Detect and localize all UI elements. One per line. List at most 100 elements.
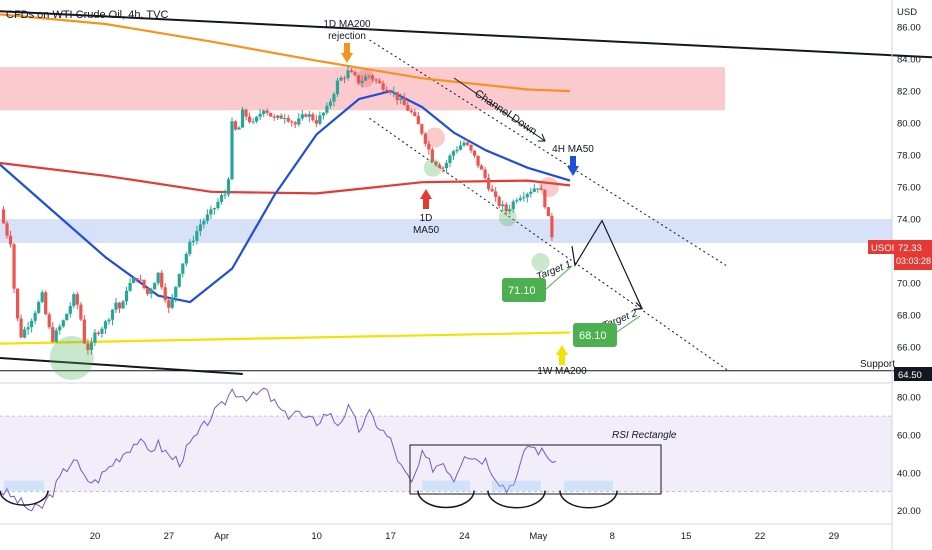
high-circle-3 bbox=[538, 177, 559, 198]
candle-body bbox=[181, 263, 185, 274]
candle-body bbox=[487, 178, 491, 189]
candle-body bbox=[233, 121, 238, 130]
candle-body bbox=[58, 326, 62, 331]
rsi-arc-1 bbox=[0, 490, 49, 506]
candle-body bbox=[89, 342, 93, 350]
candle-body bbox=[40, 292, 44, 302]
moving-averages bbox=[0, 13, 571, 345]
candle-body bbox=[61, 320, 65, 327]
candle-body bbox=[469, 144, 473, 151]
time-tick-label: Apr bbox=[214, 531, 229, 542]
candle-body bbox=[251, 121, 255, 123]
candle-body bbox=[121, 301, 125, 309]
candle-body bbox=[124, 290, 129, 302]
trendlines bbox=[0, 10, 932, 375]
candle-body bbox=[300, 114, 304, 119]
candle-body bbox=[342, 77, 347, 79]
high-circle-1 bbox=[356, 69, 375, 88]
candle-body bbox=[356, 75, 361, 84]
candle-body bbox=[131, 278, 136, 283]
candle-body bbox=[529, 191, 533, 194]
candle-body bbox=[265, 110, 269, 113]
candle-body bbox=[139, 279, 143, 281]
candle-body bbox=[399, 98, 403, 100]
candle-body bbox=[47, 314, 51, 328]
target1-circle bbox=[531, 253, 550, 272]
candle-body bbox=[96, 332, 101, 334]
rsi-arc-4 bbox=[559, 490, 618, 509]
rsi-arc-2 bbox=[417, 490, 475, 509]
candle-body bbox=[465, 142, 470, 145]
time-tick-label: 20 bbox=[90, 531, 101, 542]
candle-body bbox=[247, 116, 252, 123]
currency-label: USD bbox=[897, 7, 917, 18]
candle-body bbox=[430, 149, 434, 162]
candle-body bbox=[219, 195, 224, 202]
candle-body bbox=[406, 105, 410, 111]
ma50-4h-label: 4H MA50 bbox=[552, 144, 594, 155]
price-tick-label: 80.00 bbox=[897, 119, 921, 130]
candle-body bbox=[286, 117, 290, 122]
target2-connector bbox=[616, 315, 641, 333]
candle-body bbox=[51, 327, 55, 342]
last-price-symbol: USOIL bbox=[871, 243, 900, 254]
candle-body bbox=[455, 149, 459, 152]
candle-body bbox=[385, 89, 389, 92]
candle-body bbox=[156, 272, 160, 284]
candle-body bbox=[142, 279, 146, 289]
candle-body bbox=[525, 193, 529, 198]
candle-body bbox=[44, 292, 48, 315]
candle-body bbox=[332, 94, 336, 102]
time-tick-label: 10 bbox=[311, 531, 322, 542]
ma50-1d-label: 1D bbox=[420, 213, 433, 224]
channel-down-arrowhead bbox=[538, 133, 546, 142]
rsi-tick-label: 80.00 bbox=[897, 393, 921, 404]
candle-body bbox=[532, 188, 536, 192]
high-circle-2 bbox=[424, 127, 445, 148]
candle-body bbox=[321, 112, 326, 116]
candle-body bbox=[441, 167, 445, 169]
channel-down-arrow-line bbox=[453, 77, 546, 142]
rsi-tick-label: 20.00 bbox=[897, 506, 921, 517]
candle-body bbox=[325, 105, 329, 113]
candle-body bbox=[497, 196, 501, 207]
candle-body bbox=[479, 165, 484, 170]
candle-body bbox=[536, 188, 540, 190]
candle-body bbox=[191, 240, 195, 243]
candle-body bbox=[216, 201, 220, 209]
price-tick-label: 68.00 bbox=[897, 310, 921, 321]
time-tick-label: 22 bbox=[755, 531, 766, 542]
ma-line-4h-ma50 bbox=[0, 90, 571, 304]
time-tick-label: 15 bbox=[681, 531, 692, 542]
candle-body bbox=[23, 329, 27, 338]
candle-body bbox=[107, 319, 111, 322]
candle-body bbox=[349, 70, 354, 73]
candle-body bbox=[363, 76, 368, 81]
last-price-countdown: 03:03:28 bbox=[896, 256, 931, 266]
price-zones bbox=[0, 67, 892, 243]
last-price-tag: USOIL 72.33 03:03:28 bbox=[868, 240, 932, 270]
rsi-arc-fill-3 bbox=[492, 480, 541, 491]
rsi-line bbox=[0, 387, 557, 512]
price-tick-label: 82.00 bbox=[897, 87, 921, 98]
ma-line-1d-ma50 bbox=[0, 161, 571, 195]
time-tick-label: 24 bbox=[459, 531, 470, 542]
candle-body bbox=[508, 209, 512, 212]
candle-body bbox=[72, 294, 76, 307]
rsi-rectangle bbox=[409, 444, 662, 495]
candle-body bbox=[304, 114, 308, 117]
ma200-1w-arrow-icon bbox=[556, 345, 568, 365]
candle-body bbox=[522, 197, 526, 199]
candle-body bbox=[258, 113, 262, 117]
channel-upper bbox=[369, 39, 729, 268]
price-tick-label: 66.00 bbox=[897, 342, 921, 353]
candle-body bbox=[279, 115, 283, 119]
price-tick-label: 84.00 bbox=[897, 55, 921, 66]
candle-body bbox=[209, 209, 213, 215]
ma50-1d-label-line2: MA50 bbox=[413, 225, 440, 236]
candle-body bbox=[448, 155, 452, 163]
candle-body bbox=[518, 198, 522, 201]
candle-body bbox=[75, 294, 79, 305]
candle-body bbox=[240, 109, 245, 128]
candle-body bbox=[146, 288, 150, 294]
